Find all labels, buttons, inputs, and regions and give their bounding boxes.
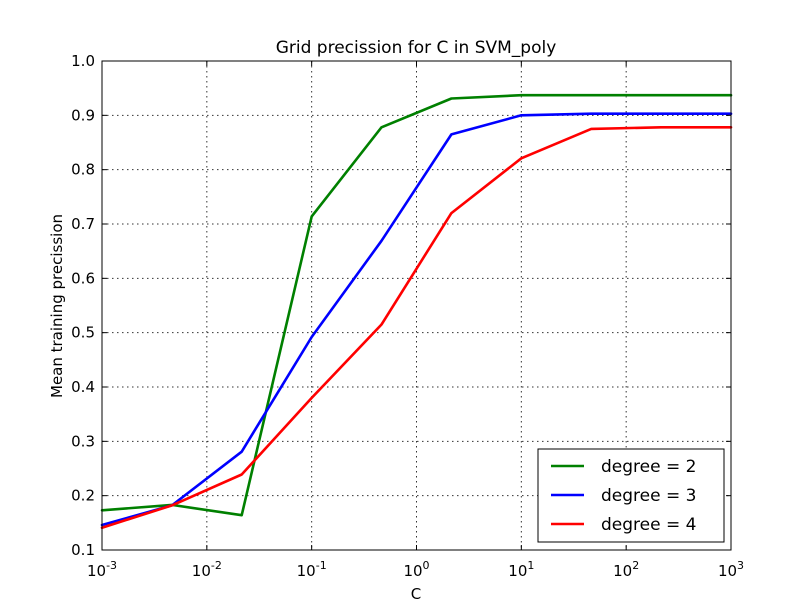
y-tick-label: 0.3 xyxy=(71,432,95,450)
y-tick-label: 0.5 xyxy=(71,324,95,342)
legend-label: degree = 2 xyxy=(601,457,696,477)
y-tick-label: 1.0 xyxy=(71,52,95,70)
y-tick-label: 0.6 xyxy=(71,269,95,287)
series-group xyxy=(100,93,733,530)
x-tick-label: 10-3 xyxy=(87,559,117,580)
x-tick-labels: 10-3 10-2 10-1 100 101 102 103 xyxy=(87,559,744,580)
x-tick-label: 10-1 xyxy=(297,559,327,580)
legend: degree = 2 degree = 3 degree = 4 xyxy=(537,448,725,543)
chart-title: Grid precission for C in SVM_poly xyxy=(276,38,557,58)
x-tick-label: 102 xyxy=(613,559,639,580)
y-tick-label: 0.9 xyxy=(71,106,95,124)
y-tick-label: 0.4 xyxy=(71,378,95,396)
x-tick-label: 10-2 xyxy=(192,559,222,580)
series-line-degree-4 xyxy=(100,126,733,530)
y-tick-label: 0.1 xyxy=(71,541,95,559)
y-axis-label: Mean training precission xyxy=(48,214,66,398)
series-line-degree-3 xyxy=(100,112,733,527)
legend-label: degree = 3 xyxy=(601,486,696,506)
ticks xyxy=(101,60,732,551)
series-line-degree-2 xyxy=(100,93,733,517)
x-tick-label: 100 xyxy=(403,559,429,580)
y-tick-label: 0.7 xyxy=(71,215,95,233)
legend-label: degree = 4 xyxy=(601,515,696,535)
y-tick-label: 0.2 xyxy=(71,487,95,505)
x-tick-label: 103 xyxy=(718,559,744,580)
x-axis-label: C xyxy=(411,585,421,603)
y-tick-labels: 0.1 0.2 0.3 0.4 0.5 0.6 0.7 0.8 0.9 1.0 xyxy=(71,52,95,559)
x-tick-label: 101 xyxy=(508,559,534,580)
y-tick-label: 0.8 xyxy=(71,161,95,179)
